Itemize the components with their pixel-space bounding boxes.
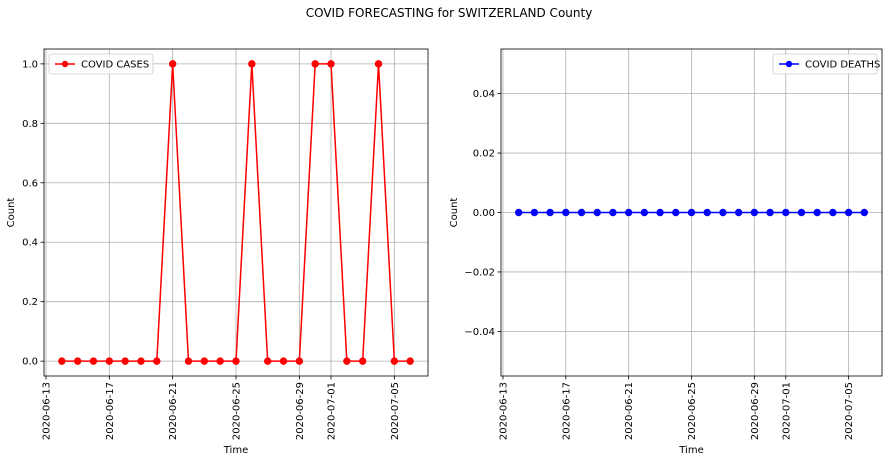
y-tick-label: 1.0 — [22, 59, 38, 70]
x-axis-label: Time — [223, 445, 248, 456]
data-point — [295, 357, 304, 365]
data-point — [279, 357, 288, 365]
y-tick-label: 0.4 — [22, 238, 38, 249]
data-point — [546, 208, 554, 217]
x-tick-label: 2020-07-05 — [390, 382, 401, 440]
data-point — [577, 208, 586, 217]
data-point — [374, 60, 383, 68]
data-point — [58, 357, 66, 365]
y-tick-label: −0.02 — [464, 267, 495, 278]
cases-chart: 2020-06-13 2020-06-17 2020-06-21 2020-06-25… — [6, 48, 429, 456]
data-point — [797, 208, 806, 217]
x-tick-label: 2020-06-21 — [168, 382, 179, 440]
y-tick-label: 0.00 — [473, 208, 495, 219]
data-point — [593, 208, 601, 217]
data-point — [624, 208, 633, 217]
y-tick-label: 0.02 — [473, 149, 495, 160]
data-point — [343, 357, 351, 365]
data-point — [687, 208, 696, 217]
y-tick-label: −0.04 — [464, 327, 495, 338]
data-point — [263, 357, 272, 365]
y-tick-label: 0.8 — [22, 119, 38, 130]
data-point — [153, 357, 161, 365]
y-tick-label: 0.0 — [22, 357, 38, 368]
data-point — [860, 208, 869, 217]
data-point — [750, 208, 759, 217]
y-tick-label: 0.2 — [22, 297, 38, 308]
data-point — [514, 208, 523, 217]
legend-label: COVID CASES — [81, 60, 149, 71]
data-point — [530, 208, 539, 217]
data-point — [672, 208, 680, 217]
x-tick-label: 2020-06-17 — [561, 382, 572, 440]
data-point — [89, 357, 98, 365]
data-point — [311, 60, 319, 68]
legend-marker — [61, 60, 69, 68]
x-tick-label: 2020-06-29 — [750, 382, 761, 440]
y-tick-label: 0.6 — [22, 178, 38, 189]
y-axis-label: Count — [6, 198, 17, 228]
legend-box — [772, 53, 878, 75]
data-point — [640, 208, 649, 217]
y-axis-label: Count — [449, 198, 460, 228]
legend-marker — [785, 60, 793, 68]
data-point — [216, 357, 224, 365]
legend-box — [48, 53, 154, 75]
data-point — [73, 357, 82, 365]
data-point — [121, 357, 129, 365]
x-tick-label: 2020-06-21 — [624, 382, 635, 440]
data-point — [719, 208, 727, 217]
x-tick-label: 2020-06-13 — [41, 382, 52, 440]
data-point — [137, 357, 145, 365]
data-point — [562, 208, 570, 217]
data-point — [703, 208, 711, 217]
figure-title: COVID FORECASTING for SWITZERLAND County — [306, 6, 593, 20]
data-point — [829, 208, 837, 217]
data-point — [248, 60, 256, 68]
data-point — [813, 208, 821, 217]
deaths-chart: 2020-06-13 2020-06-17 2020-06-21 2020-06-25… — [449, 48, 883, 456]
x-tick-label: 2020-07-05 — [844, 382, 855, 440]
data-point — [232, 357, 240, 365]
data-point — [406, 357, 414, 365]
x-tick-label: 2020-06-29 — [295, 382, 306, 440]
data-point — [609, 208, 617, 217]
data-point — [358, 357, 367, 365]
y-tick-label: 0.04 — [473, 89, 495, 100]
x-tick-label: 2020-07-01 — [327, 382, 338, 440]
data-point — [766, 208, 774, 217]
data-point — [105, 357, 114, 365]
data-point — [200, 357, 209, 365]
x-axis-label: Time — [678, 445, 703, 456]
x-tick-label: 2020-06-25 — [687, 382, 698, 440]
data-point — [184, 357, 193, 365]
data-point — [844, 208, 853, 217]
x-tick-label: 2020-06-25 — [232, 382, 243, 440]
data-point — [327, 60, 335, 68]
x-tick-label: 2020-07-01 — [781, 382, 792, 440]
legend-label: COVID DEATHS — [805, 60, 880, 71]
data-point — [734, 208, 743, 217]
data-point — [168, 60, 177, 68]
x-tick-label: 2020-06-13 — [498, 382, 509, 440]
data-point — [656, 208, 664, 217]
x-tick-label: 2020-06-17 — [105, 382, 116, 440]
data-point — [390, 357, 399, 365]
data-point — [782, 208, 790, 217]
